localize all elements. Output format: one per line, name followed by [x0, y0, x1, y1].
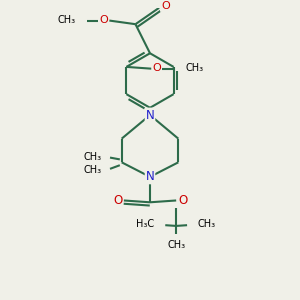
Text: O: O — [161, 1, 170, 11]
Text: O: O — [178, 194, 187, 207]
Text: CH₃: CH₃ — [167, 240, 185, 250]
Text: CH₃: CH₃ — [57, 15, 76, 25]
Text: N: N — [146, 170, 154, 183]
Text: O: O — [113, 194, 122, 207]
Text: CH₃: CH₃ — [198, 219, 216, 229]
Text: H₃C: H₃C — [136, 219, 155, 229]
Text: CH₃: CH₃ — [186, 63, 204, 73]
Text: CH₃: CH₃ — [83, 152, 102, 162]
Text: CH₃: CH₃ — [83, 165, 102, 175]
Text: O: O — [100, 15, 108, 25]
Text: N: N — [146, 109, 154, 122]
Text: O: O — [152, 63, 161, 73]
